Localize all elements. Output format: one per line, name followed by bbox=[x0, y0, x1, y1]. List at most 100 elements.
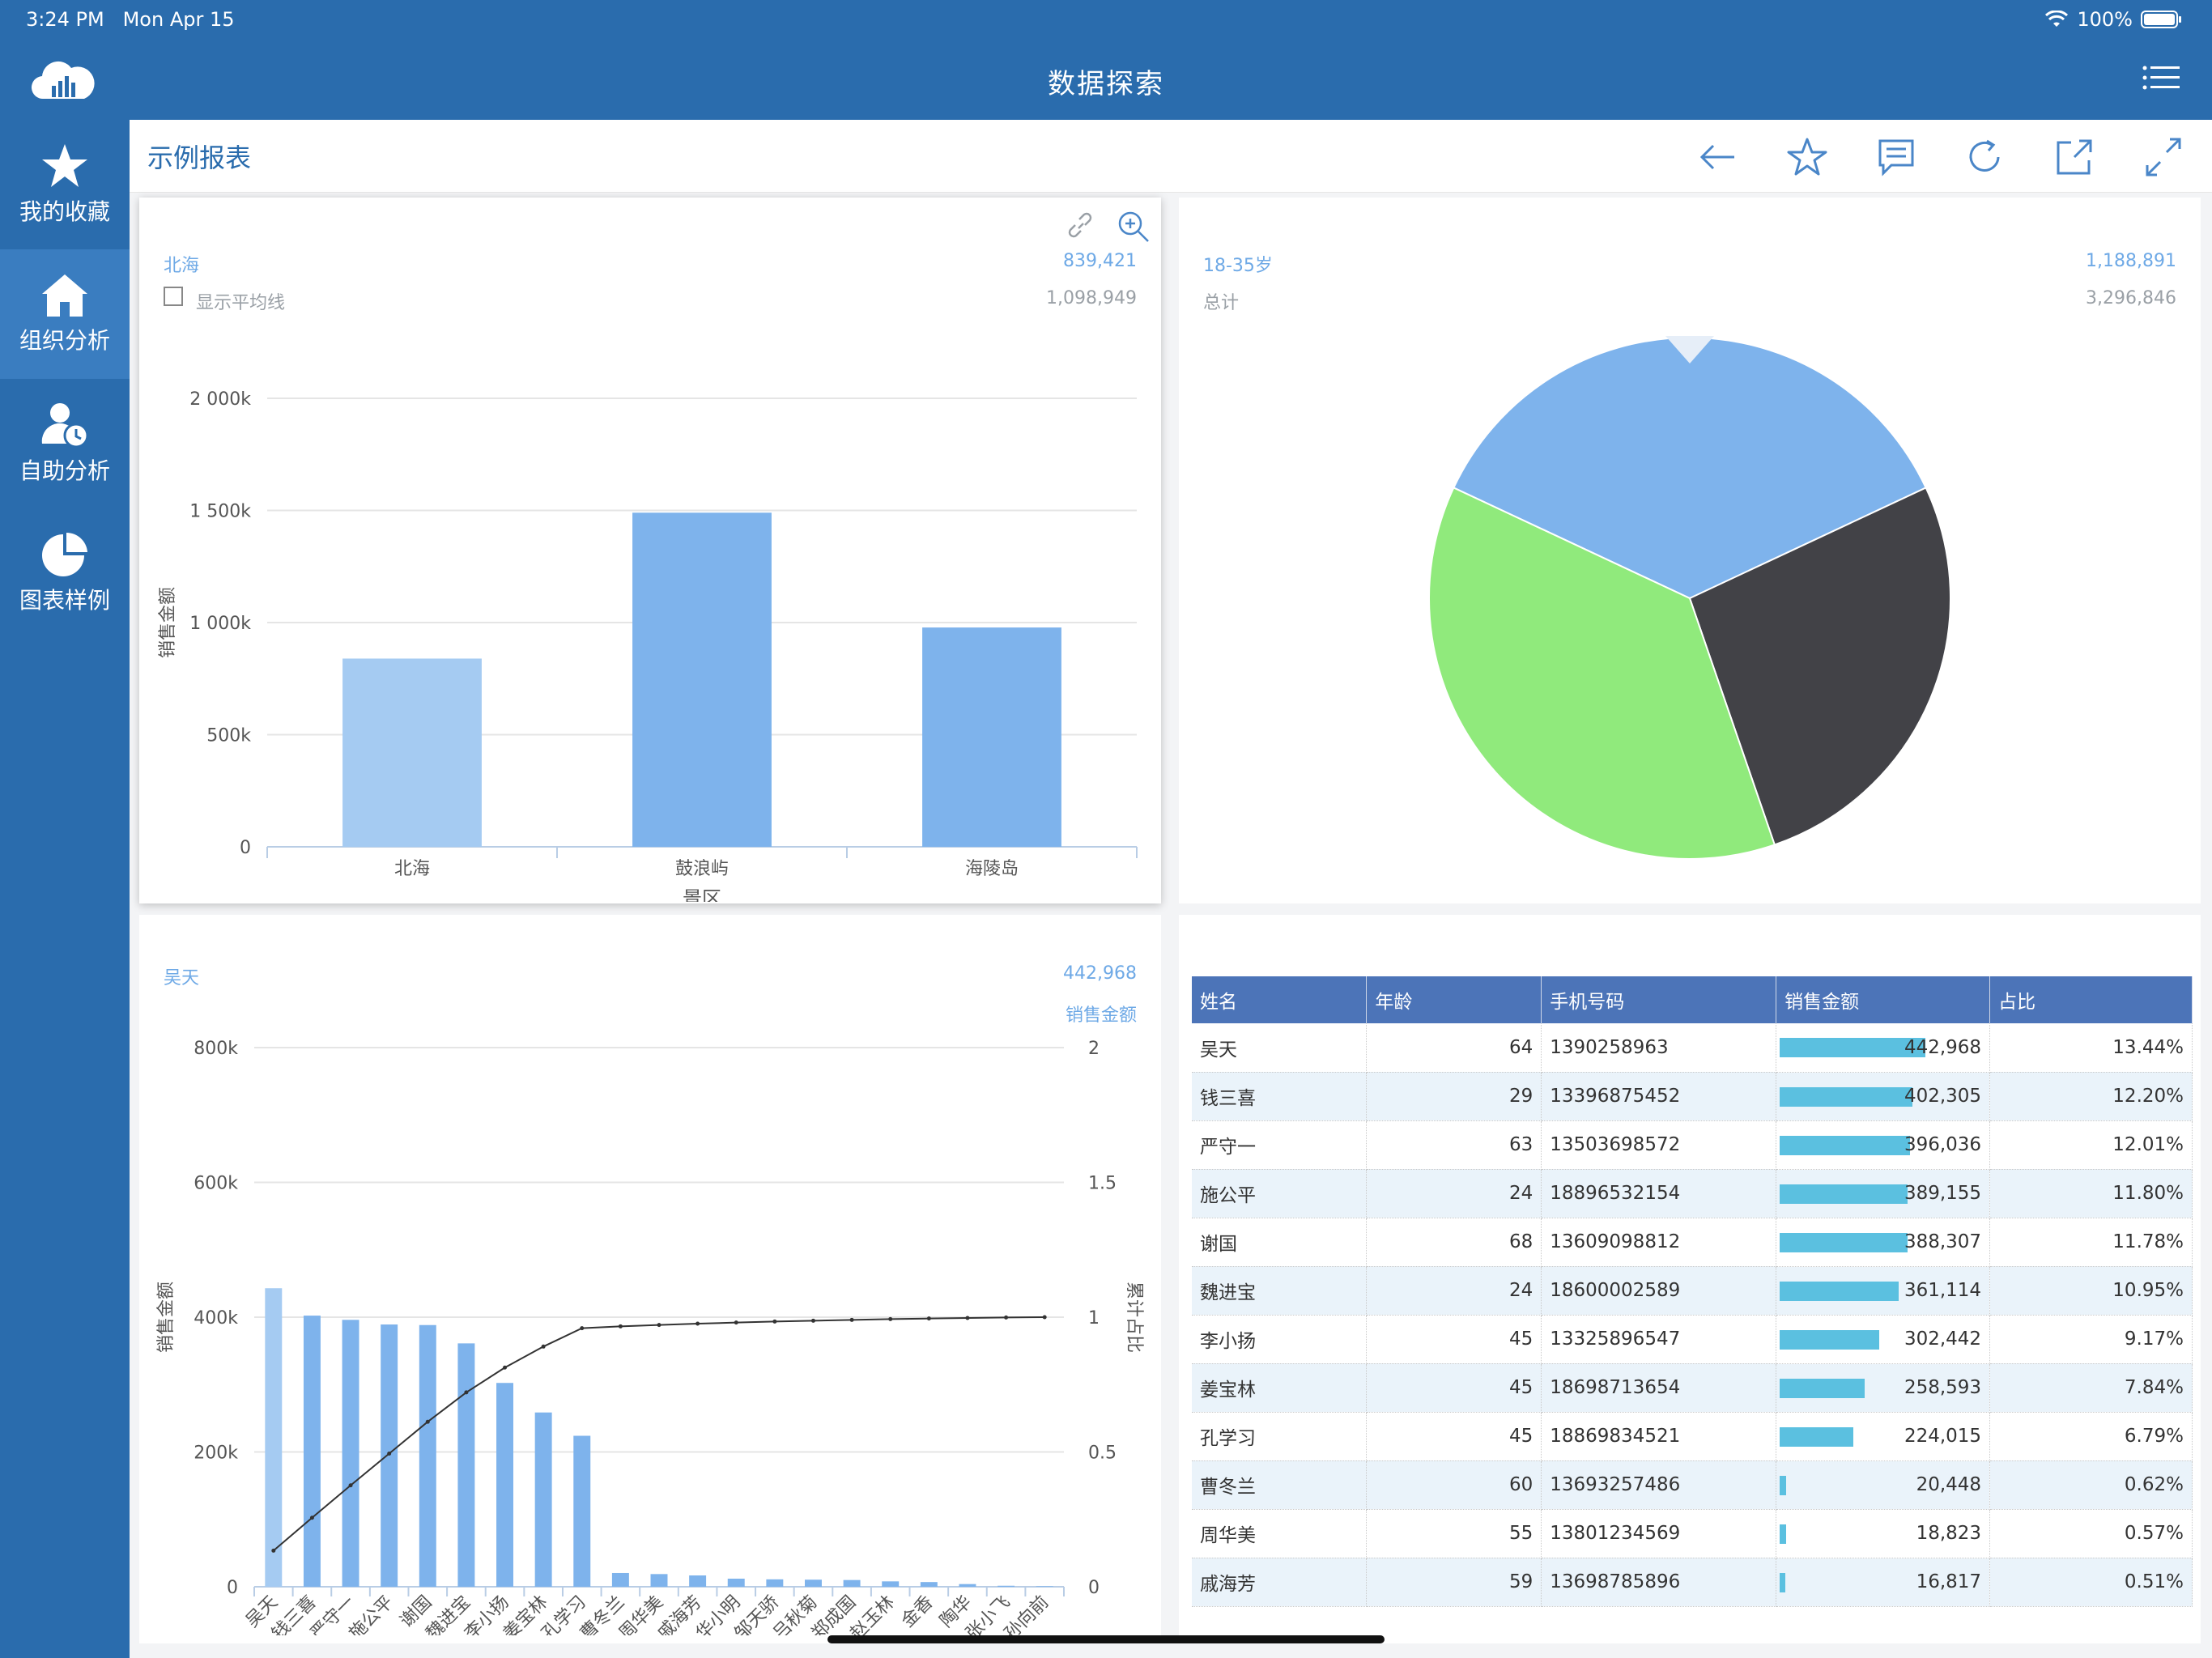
bar bbox=[998, 1585, 1015, 1587]
y-tick-label: 0 bbox=[227, 1578, 238, 1598]
x-axis-title: 景区 bbox=[683, 887, 721, 902]
y2-tick-label: 1.5 bbox=[1088, 1174, 1117, 1194]
bar bbox=[573, 1435, 591, 1587]
cell-age: 45 bbox=[1366, 1412, 1542, 1461]
zoom-in-icon[interactable] bbox=[1116, 209, 1151, 244]
refresh-button[interactable] bbox=[1961, 134, 2010, 180]
cell-name: 曹冬兰 bbox=[1192, 1460, 1368, 1510]
cell-age: 63 bbox=[1366, 1120, 1542, 1170]
pie-slice bbox=[1688, 487, 1951, 846]
table-row[interactable]: 施公平 24 18896532154 389,155 11.80% bbox=[1192, 1169, 2193, 1218]
cell-pct: 0.57% bbox=[1989, 1509, 2193, 1558]
report-header: 示例报表 bbox=[130, 120, 2212, 193]
legend-selected-value: 1,188,891 bbox=[2086, 251, 2176, 271]
column-header[interactable]: 姓名 bbox=[1192, 976, 1368, 1023]
back-button[interactable] bbox=[1694, 134, 1742, 180]
cell-phone: 18896532154 bbox=[1541, 1169, 1777, 1218]
sidebar-item-chart-samples[interactable]: 图表样例 bbox=[0, 508, 130, 638]
cell-phone: 13698785896 bbox=[1541, 1558, 1777, 1607]
cumulative-point bbox=[1042, 1315, 1047, 1320]
column-header[interactable]: 占比 bbox=[1989, 976, 2193, 1023]
bar bbox=[1036, 1586, 1053, 1587]
table-row[interactable]: 谢国 68 13609098812 388,307 11.78% bbox=[1192, 1218, 2193, 1267]
y2-tick-label: 2 bbox=[1088, 1039, 1100, 1059]
cell-name: 戚海芳 bbox=[1192, 1558, 1368, 1607]
table-row[interactable]: 周华美 55 13801234569 18,823 0.57% bbox=[1192, 1509, 2193, 1558]
legend-selected-value: 442,968 bbox=[1063, 963, 1137, 984]
cell-amount: 396,036 bbox=[1776, 1120, 1991, 1170]
legend-measure-label: 销售金额 bbox=[1065, 1005, 1137, 1026]
sidebar-item-org-analysis[interactable]: 组织分析 bbox=[0, 249, 130, 379]
comment-button[interactable] bbox=[1872, 134, 1921, 180]
link-icon[interactable] bbox=[1064, 209, 1096, 241]
arrow-left-icon bbox=[1699, 144, 1734, 170]
column-header[interactable]: 销售金额 bbox=[1776, 976, 1991, 1023]
bar bbox=[381, 1324, 398, 1587]
table-row[interactable]: 严守一 63 13503698572 396,036 12.01% bbox=[1192, 1120, 2193, 1170]
status-time: 3:24 PM Mon Apr 15 bbox=[26, 8, 235, 31]
cell-age: 24 bbox=[1366, 1169, 1542, 1218]
column-header[interactable]: 年龄 bbox=[1366, 976, 1542, 1023]
x-tick-label: 北海 bbox=[394, 859, 430, 879]
x-tick-label: 金香 bbox=[898, 1592, 938, 1632]
table-header-row: 姓名 年龄 手机号码 销售金额 占比 bbox=[1192, 976, 2193, 1023]
bar bbox=[920, 1582, 938, 1587]
cell-pct: 12.20% bbox=[1989, 1072, 2193, 1121]
sidebar-item-favorites[interactable]: 我的收藏 bbox=[0, 120, 130, 249]
y2-tick-label: 1 bbox=[1088, 1308, 1100, 1329]
cell-amount: 442,968 bbox=[1776, 1023, 1991, 1073]
amount-bar bbox=[1780, 1572, 1785, 1592]
amount-bar bbox=[1780, 1281, 1899, 1301]
cumulative-point bbox=[464, 1390, 469, 1395]
list-menu-icon[interactable] bbox=[2142, 65, 2180, 91]
amount-value: 16,817 bbox=[1916, 1571, 1982, 1592]
favorite-button[interactable] bbox=[1783, 134, 1831, 180]
amount-bar bbox=[1780, 1086, 1912, 1107]
table-row[interactable]: 钱三喜 29 13396875452 402,305 12.20% bbox=[1192, 1072, 2193, 1121]
cell-amount: 388,307 bbox=[1776, 1218, 1991, 1267]
cell-name: 魏进宝 bbox=[1192, 1266, 1368, 1316]
cumulative-point bbox=[387, 1451, 392, 1456]
cell-name: 姜宝林 bbox=[1192, 1363, 1368, 1413]
show-average-checkbox[interactable] bbox=[164, 287, 183, 306]
table-row[interactable]: 姜宝林 45 18698713654 258,593 7.84% bbox=[1192, 1363, 2193, 1413]
table-row[interactable]: 魏进宝 24 18600002589 361,114 10.95% bbox=[1192, 1266, 2193, 1316]
bar bbox=[419, 1324, 436, 1587]
bar bbox=[457, 1343, 475, 1587]
cell-phone: 18869834521 bbox=[1541, 1412, 1777, 1461]
cumulative-point bbox=[425, 1419, 430, 1424]
home-icon bbox=[42, 274, 87, 317]
bar bbox=[342, 1320, 359, 1587]
bar bbox=[342, 658, 482, 847]
table-row[interactable]: 戚海芳 59 13698785896 16,817 0.51% bbox=[1192, 1558, 2193, 1607]
amount-bar bbox=[1780, 1426, 1854, 1447]
y2-tick-label: 0.5 bbox=[1088, 1443, 1117, 1464]
cell-phone: 13503698572 bbox=[1541, 1120, 1777, 1170]
table-row[interactable]: 孔学习 45 18869834521 224,015 6.79% bbox=[1192, 1412, 2193, 1461]
wifi-icon bbox=[2045, 11, 2069, 27]
legend-selected-value: 839,421 bbox=[1063, 251, 1137, 271]
cell-age: 59 bbox=[1366, 1558, 1542, 1607]
cell-pct: 13.44% bbox=[1989, 1023, 2193, 1073]
y-axis-title: 销售金额 bbox=[158, 587, 178, 658]
bar bbox=[496, 1383, 513, 1587]
cell-pct: 7.84% bbox=[1989, 1363, 2193, 1413]
table-row[interactable]: 曹冬兰 60 13693257486 20,448 0.62% bbox=[1192, 1460, 2193, 1510]
cell-amount: 18,823 bbox=[1776, 1509, 1991, 1558]
cumulative-point bbox=[580, 1326, 585, 1331]
cell-age: 24 bbox=[1366, 1266, 1542, 1316]
sidebar-item-self-analysis[interactable]: 自助分析 bbox=[0, 379, 130, 508]
cell-amount: 16,817 bbox=[1776, 1558, 1991, 1607]
cloud-chart-icon[interactable] bbox=[31, 57, 96, 102]
amount-value: 224,015 bbox=[1904, 1426, 1982, 1447]
column-header[interactable]: 手机号码 bbox=[1541, 976, 1777, 1023]
cell-phone: 13801234569 bbox=[1541, 1509, 1777, 1558]
table-row[interactable]: 李小扬 45 13325896547 302,442 9.17% bbox=[1192, 1315, 2193, 1364]
fullscreen-button[interactable] bbox=[2139, 134, 2188, 180]
home-indicator[interactable] bbox=[827, 1635, 1385, 1643]
cumulative-point bbox=[888, 1316, 893, 1321]
table-row[interactable]: 吴天 64 1390258963 442,968 13.44% bbox=[1192, 1023, 2193, 1073]
share-button[interactable] bbox=[2050, 134, 2099, 180]
y-tick-label: 600k bbox=[194, 1174, 238, 1194]
y-tick-label: 500k bbox=[206, 726, 251, 746]
